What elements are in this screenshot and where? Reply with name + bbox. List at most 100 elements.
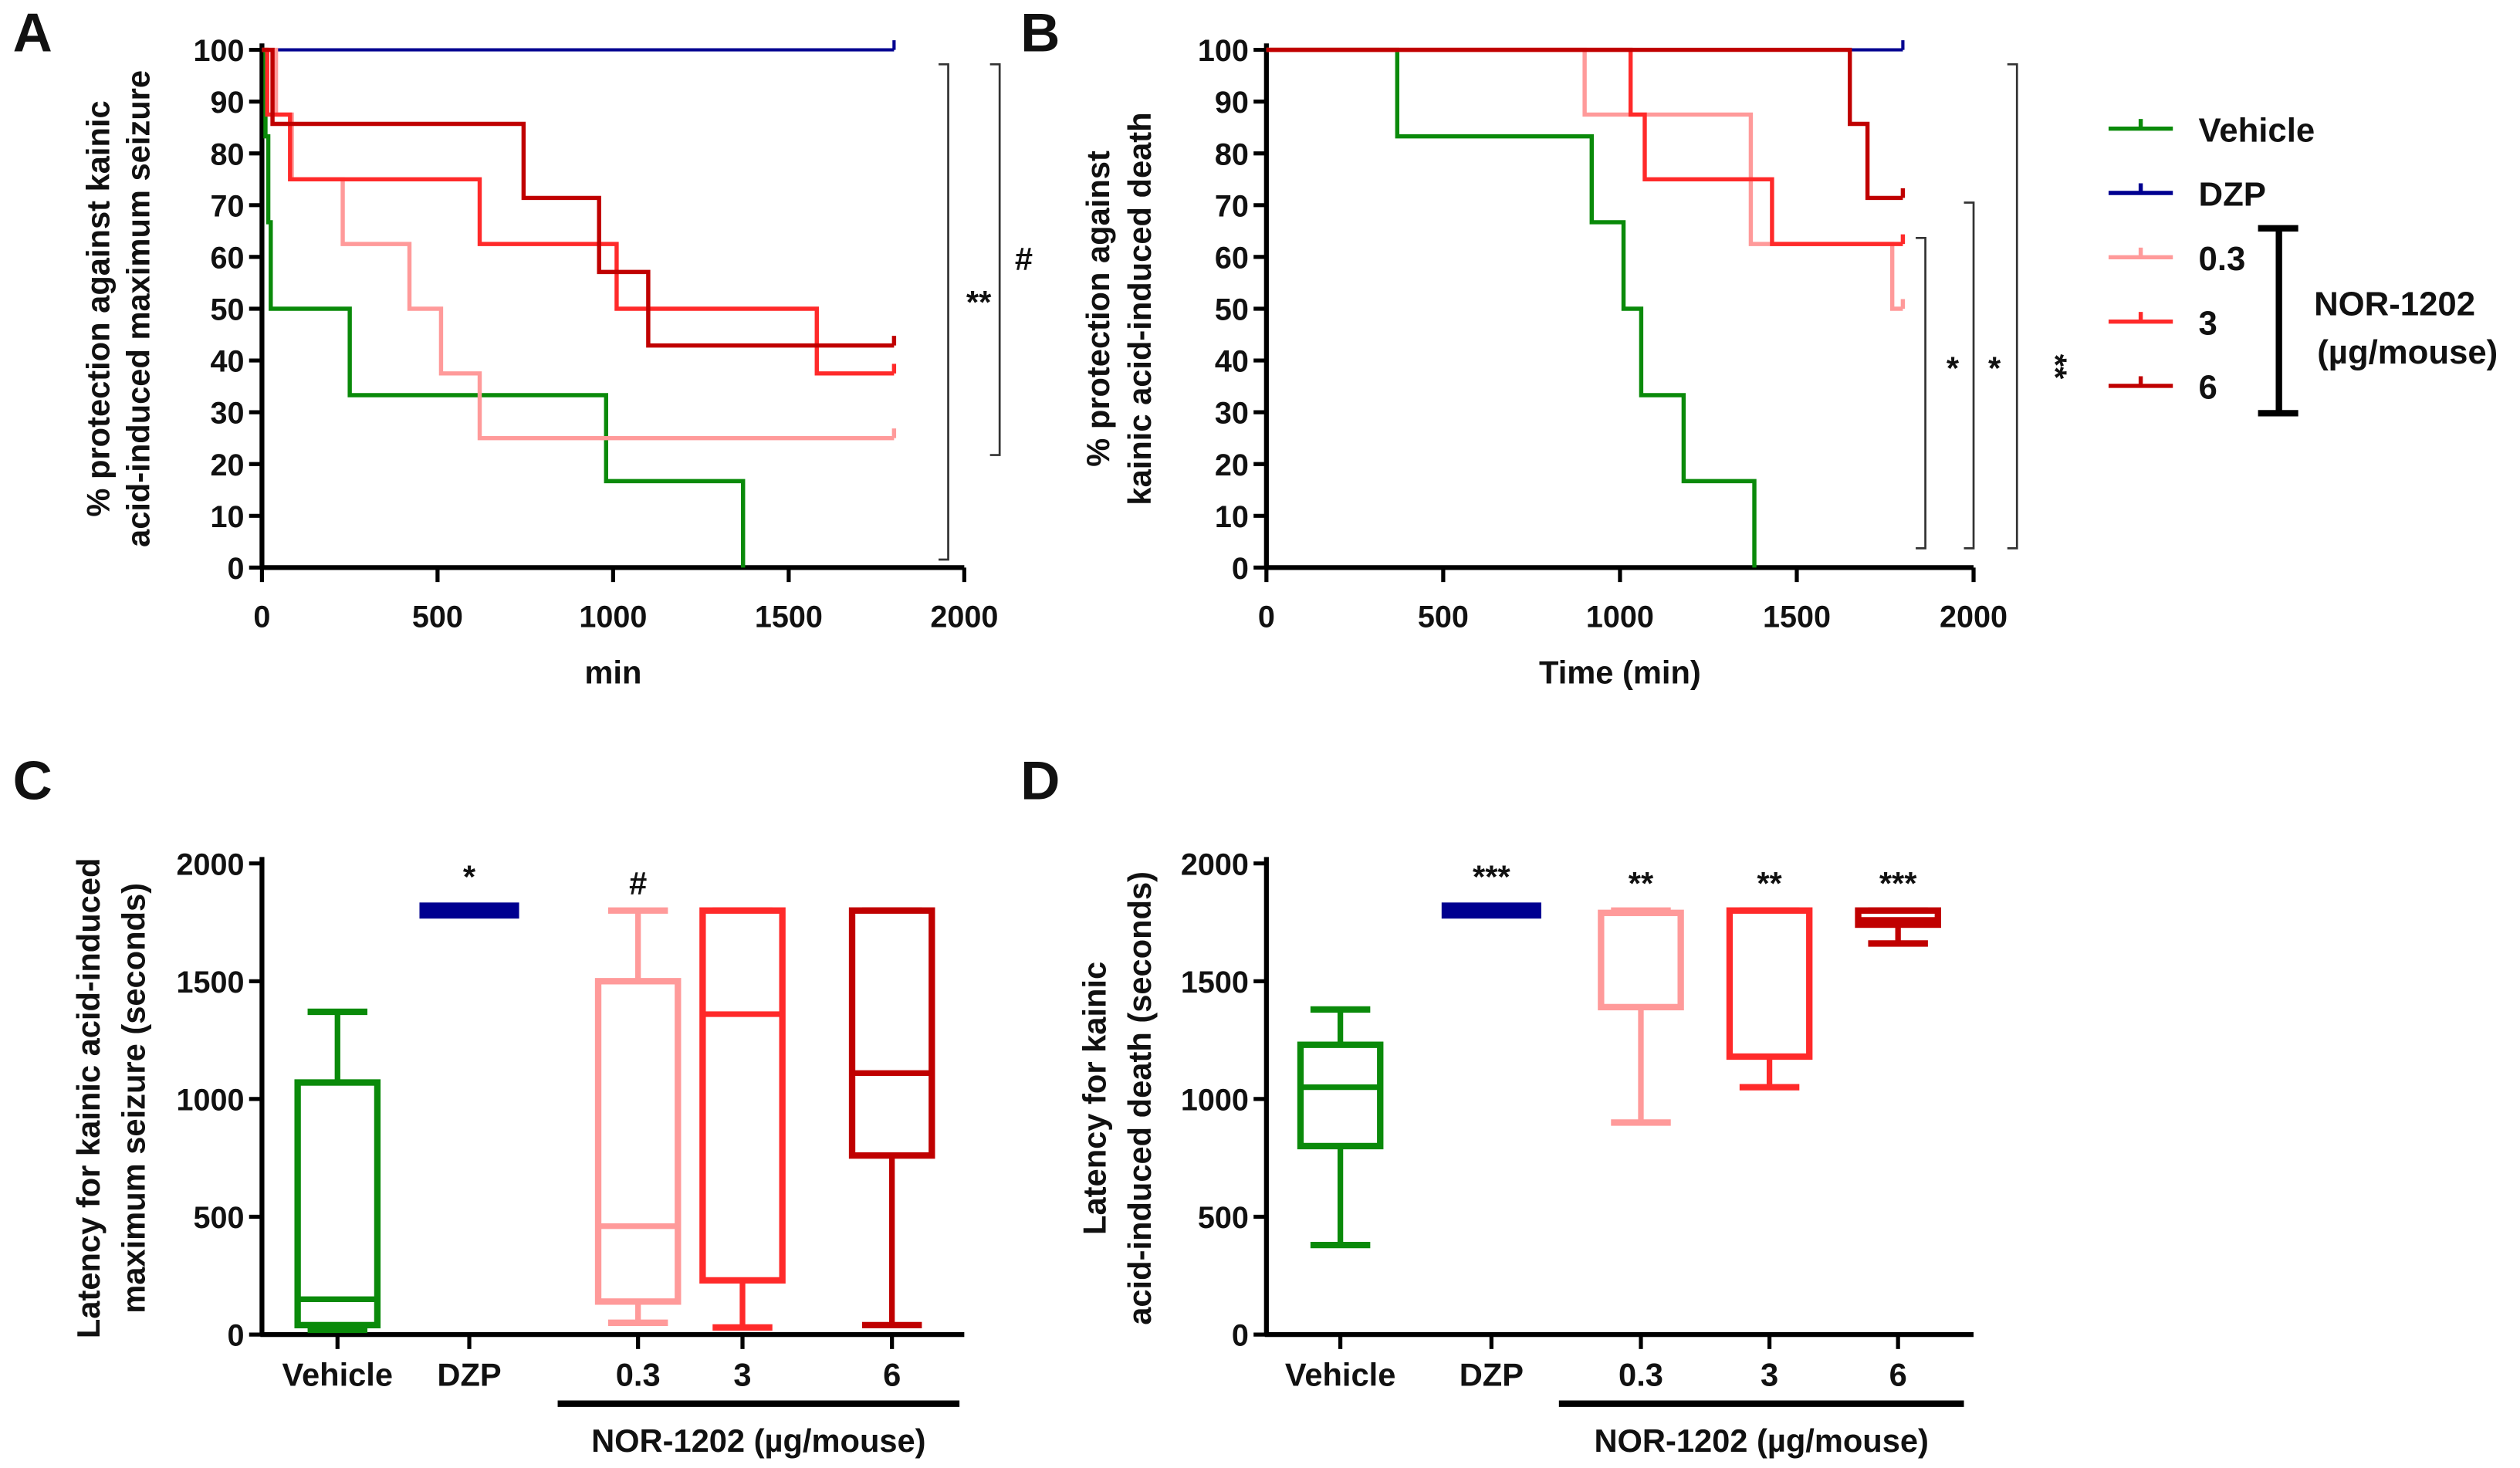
x-tick-label: 2000 <box>1940 600 2008 634</box>
significance-bracket <box>939 63 949 561</box>
y-axis-label: acid-induced maximum seizure <box>120 70 157 547</box>
y-tick-label: 80 <box>1215 137 1249 171</box>
legend: Vehicle DZP 0.3 3 6 NOR-1202 (µg/mouse) <box>2108 111 2498 417</box>
significance-mark: # <box>629 865 647 901</box>
x-tick-label: 0 <box>253 600 270 634</box>
panel-label: B <box>1020 3 1060 64</box>
panel-label: A <box>13 3 52 64</box>
box-iqr <box>1726 907 1813 1060</box>
survival-curve-3 <box>1266 47 1906 246</box>
x-tick-label: 1000 <box>1586 600 1654 634</box>
significance-bracket <box>989 63 1001 456</box>
x-tick-label: 500 <box>412 600 463 634</box>
significance-bracket <box>1964 201 1975 550</box>
x-tick-label: DZP <box>437 1357 501 1393</box>
box-bar <box>1441 902 1541 919</box>
box-Vehicle: Vehicle <box>282 1008 393 1393</box>
legend-label: DZP <box>2199 176 2266 214</box>
y-tick-label: 70 <box>1215 189 1249 223</box>
panel-A: A 0 10 20 30 40 50 60 70 80 90 100 % protection agai… <box>13 3 1033 691</box>
legend-label: 0.3 <box>2199 240 2246 278</box>
legend-label: 6 <box>2199 369 2217 407</box>
y-tick-label: 0 <box>227 552 244 586</box>
box-3: 3 ** <box>1726 865 1813 1393</box>
box-bar <box>419 902 519 919</box>
y-tick-label: 1500 <box>177 966 245 1000</box>
box-DZP: DZP *** <box>1441 859 1541 1393</box>
y-tick-label: 10 <box>210 500 244 534</box>
y-tick-label: 50 <box>1215 293 1249 327</box>
x-axis-label: min <box>584 654 641 690</box>
significance-mark: # <box>1015 241 1033 277</box>
survival-curve-0_3 <box>1266 47 1906 311</box>
y-tick-label: 100 <box>194 34 245 68</box>
box-0_3: 0.3 ** <box>1598 865 1684 1393</box>
significance-bracket <box>1916 236 1926 550</box>
legend-item: 6 <box>2108 369 2217 407</box>
legend-group-label: NOR-1202 <box>2314 285 2475 323</box>
x-tick-label: 500 <box>1418 600 1469 634</box>
box-3: 3 <box>699 907 786 1393</box>
x-tick-label: 3 <box>733 1357 751 1393</box>
significance-mark: ** <box>1629 865 1654 901</box>
survival-curve-Vehicle <box>262 47 746 568</box>
panel-label: C <box>13 750 52 811</box>
y-tick-label: 2000 <box>177 847 245 881</box>
x-tick-label: 1500 <box>1763 600 1831 634</box>
x-tick-label: 2000 <box>930 600 998 634</box>
y-tick-label: 30 <box>1215 397 1249 431</box>
y-tick-label: 1500 <box>1181 966 1249 1000</box>
x-tick-label: 0.3 <box>616 1357 661 1393</box>
x-tick-label: 1000 <box>579 600 647 634</box>
box-6: 6 <box>848 907 935 1393</box>
x-tick-label: Vehicle <box>1285 1357 1395 1393</box>
y-tick-label: 2000 <box>1181 847 1249 881</box>
y-axis-label: Latency for kainic <box>1077 962 1113 1235</box>
significance-mark: ** <box>2038 354 2074 380</box>
x-tick-label: 1500 <box>755 600 823 634</box>
group-label: NOR-1202 (µg/mouse) <box>1594 1422 1928 1459</box>
x-tick-label: 3 <box>1761 1357 1778 1393</box>
y-axis-label: acid-induced death (seconds) <box>1121 871 1158 1325</box>
x-tick-label: 6 <box>1889 1357 1907 1393</box>
y-axis-label: maximum seizure (seconds) <box>115 883 151 1314</box>
x-tick-label: Vehicle <box>282 1357 393 1393</box>
legend-label: Vehicle <box>2199 111 2315 149</box>
y-tick-label: 30 <box>210 397 244 431</box>
x-tick-label: DZP <box>1460 1357 1524 1393</box>
y-tick-label: 70 <box>210 189 244 223</box>
y-tick-label: 10 <box>1215 500 1249 534</box>
box-iqr <box>594 978 682 1305</box>
y-tick-label: 40 <box>1215 345 1249 379</box>
survival-curve-DZP <box>262 40 896 52</box>
significance-mark: ** <box>1757 865 1782 901</box>
x-tick-label: 0.3 <box>1619 1357 1663 1393</box>
legend-item: 3 <box>2108 304 2217 342</box>
significance-mark: *** <box>1879 865 1917 901</box>
survival-curve-3 <box>262 47 897 376</box>
legend-item: Vehicle <box>2108 111 2315 149</box>
y-axis-label: kainic acid-induced death <box>1121 112 1158 505</box>
x-axis-label: Time (min) <box>1539 654 1701 690</box>
y-axis-label: Latency for kainic acid-induced <box>70 858 107 1339</box>
y-tick-label: 1000 <box>1181 1083 1249 1117</box>
y-axis-label: % protection against <box>1080 151 1116 467</box>
y-tick-label: 0 <box>1232 552 1249 586</box>
y-tick-label: 500 <box>194 1201 245 1235</box>
box-6: 6 *** <box>1855 865 1941 1393</box>
y-tick-label: 40 <box>210 345 244 379</box>
box-iqr <box>1598 909 1684 1011</box>
y-axis-label: % protection against kainic <box>80 100 117 516</box>
survival-curve-6 <box>1266 47 1906 201</box>
survival-curve-6 <box>262 47 897 348</box>
box-0_3: 0.3 # <box>594 865 682 1393</box>
significance-mark: ** <box>966 284 992 320</box>
significance-mark: * <box>1988 350 2001 387</box>
y-tick-label: 90 <box>1215 86 1249 120</box>
y-tick-label: 500 <box>1198 1201 1249 1235</box>
box-DZP: DZP * <box>419 859 519 1393</box>
y-tick-label: 20 <box>1215 448 1249 482</box>
x-tick-label: 0 <box>1258 600 1275 634</box>
legend-group-unit: (µg/mouse) <box>2317 333 2498 371</box>
